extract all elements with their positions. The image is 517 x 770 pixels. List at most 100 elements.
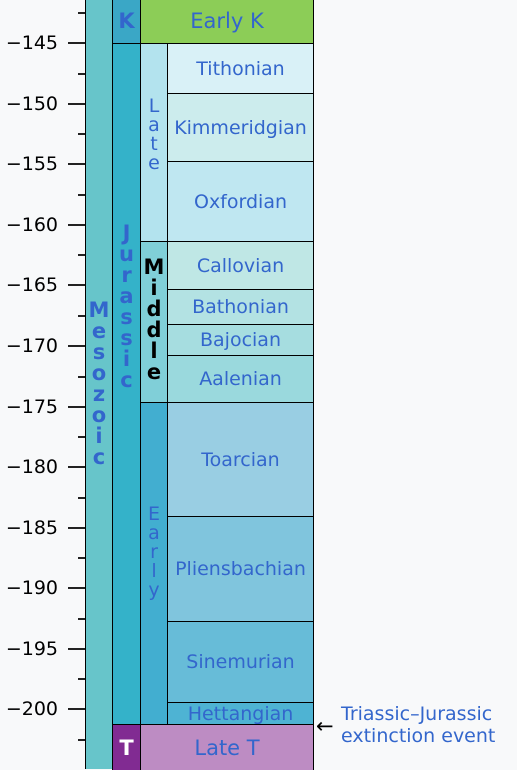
vertical-letter: i (150, 276, 158, 300)
tick-label: −170 (5, 335, 58, 357)
tick-label: −190 (5, 577, 58, 599)
period-triassic[interactable]: T (112, 724, 141, 770)
vertical-letter: e (146, 360, 162, 384)
stage-kimmeridgian[interactable]: Kimmeridgian (167, 93, 314, 162)
tick-mark (68, 163, 86, 165)
tick-label: −160 (5, 214, 58, 236)
period-cretaceous[interactable]: K (112, 0, 141, 44)
tick-mark (68, 466, 86, 468)
vertical-letter: a (119, 283, 134, 308)
tick-label: −195 (5, 638, 58, 660)
stage-label: Toarcian (201, 448, 280, 471)
tick-mark (68, 527, 86, 529)
tick-label: −150 (5, 93, 58, 115)
tick-mark (68, 42, 86, 44)
minor-tick (78, 12, 86, 14)
stage-tithonian[interactable]: Tithonian (167, 43, 314, 94)
vertical-letter: l (150, 339, 158, 363)
vertical-letter: s (120, 325, 133, 350)
vertical-letter: a (148, 522, 160, 544)
vertical-letter: l (151, 560, 157, 582)
stage-label: Aalenian (199, 368, 282, 390)
vertical-letter: a (148, 114, 160, 136)
vertical-letter: e (91, 319, 107, 343)
epoch-late-triassic[interactable]: Late T (140, 724, 314, 770)
stage-label: Oxfordian (193, 190, 287, 213)
stage-label: Tithonian (196, 57, 285, 80)
vertical-letter: z (92, 382, 106, 406)
stage-label: Pliensbachian (175, 558, 306, 580)
vertical-letter: t (150, 133, 158, 155)
stage-label: Bathonian (192, 296, 289, 318)
period-label: T (119, 735, 134, 760)
event-label-line1[interactable]: Triassic–Jurassic (341, 703, 493, 725)
minor-tick (78, 315, 86, 317)
stage-label: Kimmeridgian (174, 116, 307, 139)
vertical-letter: L (148, 95, 160, 117)
vertical-letter: E (147, 503, 160, 525)
stage-aalenian[interactable]: Aalenian (167, 355, 314, 403)
tick-label: −175 (5, 396, 58, 418)
stage-bajocian[interactable]: Bajocian (167, 324, 314, 356)
vertical-letter: s (92, 340, 106, 364)
tick-label: −145 (5, 32, 58, 54)
stage-label: Bajocian (200, 329, 281, 351)
vertical-letter: c (92, 445, 106, 469)
stage-oxfordian[interactable]: Oxfordian (167, 161, 314, 242)
tick-label: −155 (5, 153, 58, 175)
vertical-letter: i (122, 346, 131, 371)
stage-label: Sinemurian (186, 651, 295, 673)
vertical-letter: u (119, 241, 134, 266)
vertical-letter: M (143, 255, 165, 279)
minor-tick (78, 133, 86, 135)
epoch-label: Early K (190, 9, 264, 33)
minor-tick (78, 436, 86, 438)
vertical-letter: J (122, 220, 131, 245)
vertical-letter: d (146, 318, 162, 342)
stage-hettangian[interactable]: Hettangian (167, 702, 314, 725)
vertical-letter: o (91, 361, 107, 385)
minor-tick (78, 739, 86, 741)
minor-tick (78, 194, 86, 196)
vertical-letter: o (91, 403, 107, 427)
stage-pliensbachian[interactable]: Pliensbachian (167, 516, 314, 622)
tick-mark (68, 103, 86, 105)
stage-callovian[interactable]: Callovian (167, 241, 314, 290)
tick-label: −185 (5, 517, 58, 539)
minor-tick (78, 678, 86, 680)
stage-toarcian[interactable]: Toarcian (167, 402, 314, 517)
vertical-letter: r (150, 541, 158, 563)
tick-label: −180 (5, 456, 58, 478)
stage-sinemurian[interactable]: Sinemurian (167, 621, 314, 703)
epoch-early-cretaceous[interactable]: Early K (140, 0, 314, 44)
stage-bathonian[interactable]: Bathonian (167, 289, 314, 325)
epoch-label: Late T (194, 735, 260, 760)
tick-mark (68, 406, 86, 408)
event-label-line2[interactable]: extinction event (341, 725, 496, 747)
tick-mark (68, 708, 86, 710)
minor-tick (78, 557, 86, 559)
minor-tick (78, 497, 86, 499)
stage-label: Hettangian (187, 703, 294, 725)
minor-tick (78, 254, 86, 256)
stage-label: Callovian (196, 254, 285, 277)
vertical-letter: s (120, 304, 133, 329)
tick-mark (68, 284, 86, 286)
tick-mark (68, 648, 86, 650)
vertical-letter: e (148, 152, 160, 174)
tick-mark (68, 224, 86, 226)
vertical-letter: i (95, 424, 103, 448)
tick-mark (68, 345, 86, 347)
vertical-letter: c (120, 367, 133, 392)
minor-tick (78, 376, 86, 378)
